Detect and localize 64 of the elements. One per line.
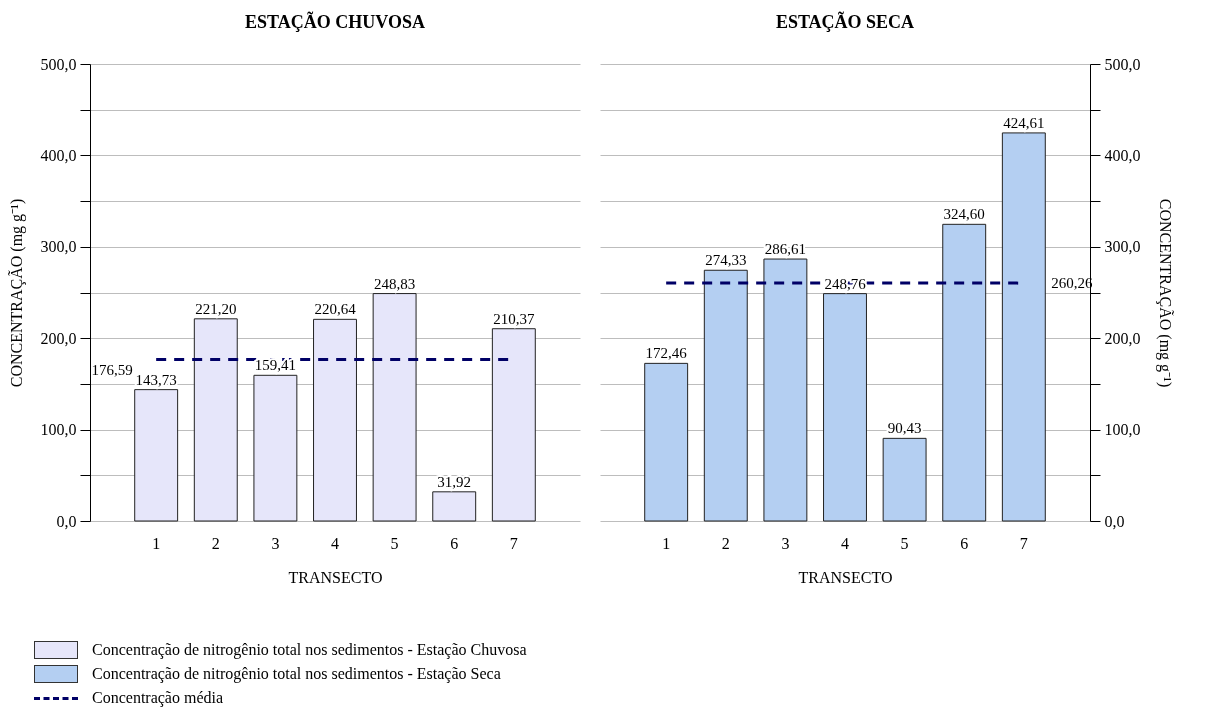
chart-title: ESTAÇÃO CHUVOSA xyxy=(245,11,425,32)
y-tick-label: 200,0 xyxy=(40,329,77,347)
bar xyxy=(823,293,867,522)
x-tick-label: 1 xyxy=(662,534,671,552)
x-tick-label: 6 xyxy=(450,534,459,552)
data-label: 210,37 xyxy=(493,310,535,327)
data-label: 424,61 xyxy=(1003,114,1045,131)
data-label: 324,60 xyxy=(943,206,985,223)
y-axis-title: CONCENTRAÇÃO (mg g⁻¹) xyxy=(7,198,26,388)
data-label: 31,92 xyxy=(437,473,472,490)
bar xyxy=(432,491,477,522)
data-label: 248,83 xyxy=(373,275,416,292)
y2-tick-label: 100,0 xyxy=(1104,421,1141,439)
data-label: 286,61 xyxy=(764,241,807,258)
legend-label: Concentração de nitrogênio total nos sedimentos - Estação Chuvosa xyxy=(92,641,527,659)
x-tick-label: 3 xyxy=(781,534,790,552)
bar xyxy=(491,328,536,522)
x-tick-label: 5 xyxy=(900,534,909,552)
data-label: 220,64 xyxy=(314,301,357,318)
bar xyxy=(703,269,748,522)
y-tick-label: 100,0 xyxy=(40,421,77,439)
y2-tick-label: 400,0 xyxy=(1104,146,1141,164)
x-tick-label: 2 xyxy=(211,534,220,552)
y-tick-label: 0,0 xyxy=(56,512,77,530)
data-label: 143,73 xyxy=(135,371,177,388)
bar xyxy=(313,318,357,522)
data-label: 274,33 xyxy=(705,252,747,269)
bar xyxy=(193,318,238,522)
x-tick-label: 3 xyxy=(271,534,280,552)
data-label: 221,20 xyxy=(195,300,237,317)
ref-line-label: 176,59 xyxy=(91,361,133,378)
bar xyxy=(134,389,179,522)
y2-axis-title: CONCENTRAÇÃO (mg g⁻¹) xyxy=(1155,198,1174,388)
x-tick-label: 4 xyxy=(331,534,339,552)
bar xyxy=(1001,132,1046,522)
legend-label: Concentração de nitrogênio total nos sedimentos - Estação Seca xyxy=(92,665,501,683)
y-tick-label: 300,0 xyxy=(40,238,77,256)
y2-tick-label: 300,0 xyxy=(1104,238,1141,256)
bar xyxy=(942,223,987,522)
chart-title: ESTAÇÃO SECA xyxy=(775,11,915,32)
data-label: 248,76 xyxy=(824,275,867,292)
data-label: 90,43 xyxy=(887,420,922,437)
data-label: 172,46 xyxy=(645,345,688,362)
y2-tick-label: 0,0 xyxy=(1104,512,1125,530)
x-axis-title: TRANSECTO xyxy=(288,568,383,586)
data-label: 159,41 xyxy=(254,357,297,374)
x-tick-label: 4 xyxy=(841,534,849,552)
x-tick-label: 5 xyxy=(390,534,399,552)
x-tick-label: 1 xyxy=(152,534,161,552)
bar xyxy=(253,374,298,522)
y2-tick-label: 200,0 xyxy=(1104,329,1141,347)
x-tick-label: 7 xyxy=(509,534,518,552)
y-tick-label: 400,0 xyxy=(40,146,77,164)
text: Concentração média xyxy=(92,689,224,707)
bar xyxy=(644,362,689,522)
bar xyxy=(882,437,927,522)
y2-tick-label: 500,0 xyxy=(1104,55,1141,73)
y-tick-label: 500,0 xyxy=(40,55,77,73)
x-tick-label: 2 xyxy=(721,534,730,552)
bar xyxy=(763,258,808,522)
x-tick-label: 6 xyxy=(960,534,969,552)
x-tick-label: 7 xyxy=(1019,534,1028,552)
x-axis-title: TRANSECTO xyxy=(798,568,893,586)
bar xyxy=(372,293,417,522)
